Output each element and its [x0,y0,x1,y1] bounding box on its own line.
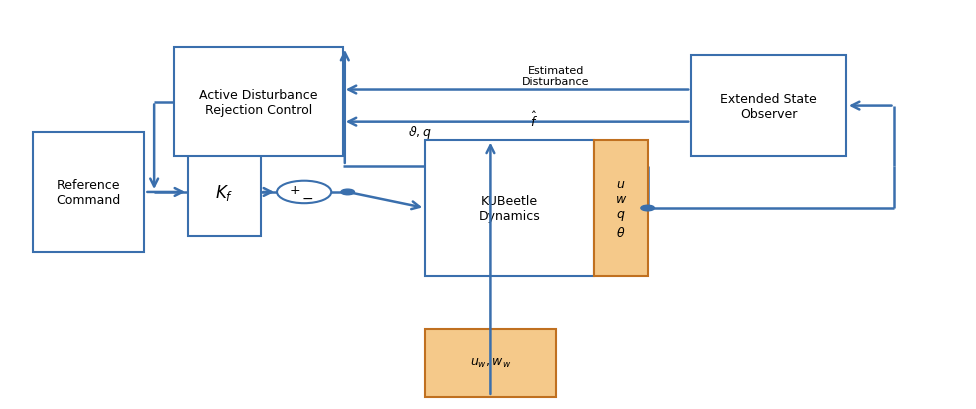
Text: −: − [301,192,312,206]
Text: Extended State
Observer: Extended State Observer [720,92,817,120]
Text: $u$
$w$
$q$
$\theta$: $u$ $w$ $q$ $\theta$ [615,178,628,239]
Text: +: + [289,183,300,196]
FancyBboxPatch shape [691,56,846,156]
Text: $\hat{f}$: $\hat{f}$ [531,111,539,130]
Circle shape [341,190,354,195]
Text: Reference
Command: Reference Command [57,178,121,207]
FancyBboxPatch shape [188,148,261,236]
Circle shape [277,181,331,204]
FancyBboxPatch shape [426,329,555,397]
FancyBboxPatch shape [594,140,648,276]
Text: $u_w, w_w$: $u_w, w_w$ [469,356,511,369]
FancyBboxPatch shape [426,140,594,276]
Text: Active Disturbance
Rejection Control: Active Disturbance Rejection Control [199,88,317,116]
Text: $K_f$: $K_f$ [215,182,233,202]
Circle shape [641,206,655,211]
FancyBboxPatch shape [33,133,144,253]
Text: $\vartheta, q$: $\vartheta, q$ [408,124,432,141]
Text: Estimated
Disturbance: Estimated Disturbance [522,65,590,87]
Text: KUBeetle
Dynamics: KUBeetle Dynamics [479,195,541,222]
FancyBboxPatch shape [174,48,343,156]
